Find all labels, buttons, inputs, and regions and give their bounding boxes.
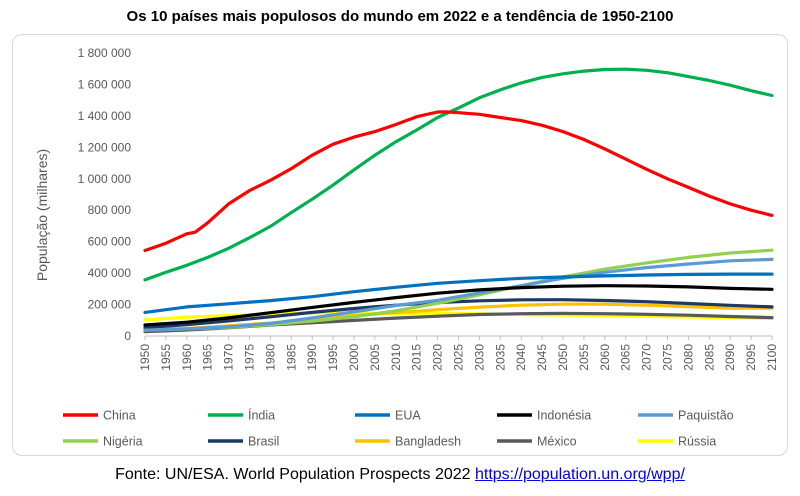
x-tick-label: 2015 (410, 344, 424, 371)
y-tick-label: 800 000 (88, 203, 132, 217)
legend-label: China (103, 409, 136, 423)
x-tick-label: 2045 (535, 344, 549, 371)
legend-label: Bangladesh (395, 435, 461, 449)
x-tick-label: 1985 (284, 344, 298, 371)
y-tick-label: 600 000 (88, 235, 132, 249)
x-tick-label: 2005 (368, 344, 382, 371)
x-tick-label: 2040 (514, 344, 528, 371)
x-tick-label: 2055 (577, 344, 591, 371)
x-tick-label: 1950 (138, 344, 152, 371)
x-tick-label: 2035 (493, 344, 507, 371)
chart-title: Os 10 países mais populosos do mundo em … (126, 8, 674, 25)
x-tick-label: 2085 (702, 344, 716, 371)
chart-frame (12, 34, 788, 456)
x-tick-label: 2090 (723, 344, 737, 371)
x-tick-label: 1980 (263, 344, 277, 371)
y-tick-label: 0 (124, 329, 131, 343)
legend-label: Índia (248, 408, 275, 423)
x-tick-label: 2000 (347, 344, 361, 371)
x-tick-label: 2075 (661, 344, 675, 371)
legend-label: Nigéria (103, 435, 143, 449)
y-tick-label: 1 600 000 (78, 77, 132, 91)
x-tick-label: 1970 (222, 344, 236, 371)
x-tick-label: 2060 (598, 344, 612, 371)
legend: China Índia EUA Indonésia Paquistão Nigéria Br… (63, 408, 734, 449)
x-tick-label: 2065 (619, 344, 633, 371)
x-tick-label: 2100 (765, 344, 779, 371)
series-line-indonésia (143, 284, 774, 327)
y-tick-label: 400 000 (88, 266, 132, 280)
series-line-china (143, 110, 774, 253)
x-tick-label: 1975 (243, 344, 257, 371)
x-tick-label: 2050 (556, 344, 570, 371)
y-tick-label: 1 000 000 (78, 172, 132, 186)
legend-label: Indonésia (537, 409, 591, 423)
series-lines (143, 67, 774, 334)
y-tick-label: 1 200 000 (78, 140, 132, 154)
y-axis-label: População (milhares) (34, 149, 50, 281)
x-tick-label: 1955 (159, 344, 173, 371)
x-axis-ticks: 1950 1955 1960 1965 1970 1975 1980 1985 1990 1995… (138, 336, 779, 371)
legend-label: Paquistão (678, 409, 734, 423)
series-line-paquistão (143, 257, 774, 332)
y-tick-label: 1 800 000 (78, 46, 132, 60)
legend-label: Brasil (248, 435, 279, 449)
source-note: Fonte: UN/ESA. World Population Prospect… (0, 466, 800, 484)
x-tick-label: 2030 (472, 344, 486, 371)
y-tick-label: 1 400 000 (78, 109, 132, 123)
source-link[interactable]: https://population.un.org/wpp/ (474, 466, 685, 483)
x-tick-label: 1990 (305, 344, 319, 371)
legend-label: México (537, 435, 577, 449)
legend-label: Rússia (678, 435, 716, 449)
x-tick-label: 2070 (640, 344, 654, 371)
y-axis-ticks: 0 200 000 400 000 600 000 800 000 1 000 000 1 … (78, 46, 132, 343)
legend-label: EUA (395, 409, 421, 423)
x-tick-label: 2010 (389, 344, 403, 371)
x-tick-label: 1995 (326, 344, 340, 371)
x-tick-label: 2020 (431, 344, 445, 371)
x-tick-label: 2025 (452, 344, 466, 371)
source-text: Fonte: UN/ESA. World Population Prospect… (115, 466, 475, 483)
x-tick-label: 1965 (201, 344, 215, 371)
series-line-eua (143, 272, 774, 314)
series-line-índia (143, 67, 774, 282)
line-chart: 0 200 000 400 000 600 000 800 000 1 000 000 1 … (34, 46, 779, 449)
x-tick-label: 1960 (180, 344, 194, 371)
series-line-brasil (143, 298, 774, 330)
x-tick-label: 2095 (744, 344, 758, 371)
x-tick-label: 2080 (681, 344, 695, 371)
y-tick-label: 200 000 (88, 298, 132, 312)
